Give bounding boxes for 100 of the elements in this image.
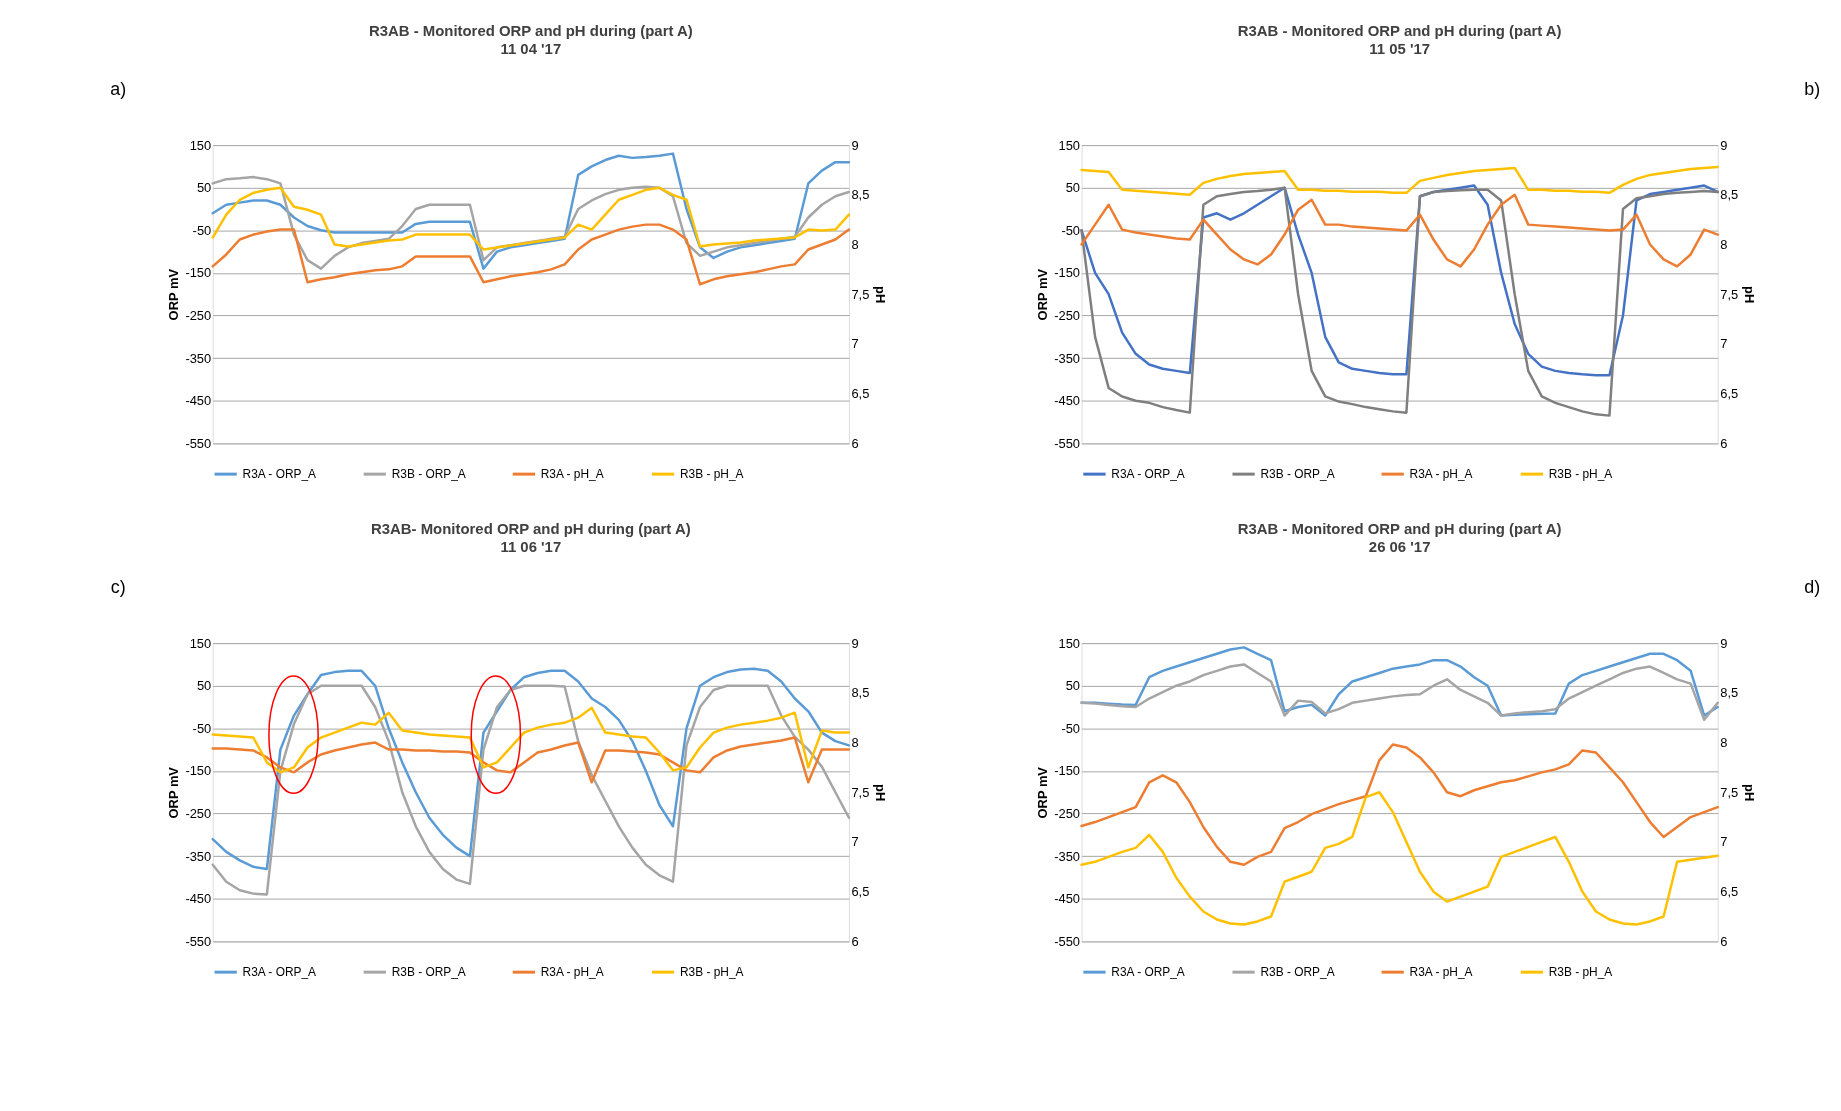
y-tick-label: -550 xyxy=(185,933,212,949)
y-tick-label: -250 xyxy=(1054,307,1081,323)
y-tick-label: -350 xyxy=(185,350,212,366)
y-axis-title: ORP mV xyxy=(166,766,182,819)
y-tick-label: -450 xyxy=(185,393,212,409)
y-axis-title: ORP mV xyxy=(166,268,182,321)
y-tick-label: 150 xyxy=(189,137,212,153)
y-tick-label: 150 xyxy=(1058,137,1081,153)
y2-tick-label: 7 xyxy=(851,336,859,352)
line-series xyxy=(1080,186,1719,417)
chart-title: R3AB - Monitored ORP and pH during (part A) xyxy=(1237,520,1562,537)
line-series xyxy=(211,152,851,270)
chart-title: R3AB- Monitored ORP and pH during (part A) xyxy=(371,520,691,537)
y-tick-label: -250 xyxy=(185,806,212,821)
y2-tick-label: 7 xyxy=(1720,336,1728,352)
legend-label: R3B - pH_A xyxy=(1548,467,1613,482)
legend-label: R3A - pH_A xyxy=(540,467,604,482)
y-tick-label: 50 xyxy=(1065,180,1081,196)
y2-tick-label: 8 xyxy=(1720,236,1728,252)
y2-tick-label: 8 xyxy=(851,735,859,750)
y2-tick-label: 8 xyxy=(851,236,859,252)
legend-label: R3B - ORP_A xyxy=(391,467,466,482)
legend-label: R3B - pH_A xyxy=(1548,965,1613,980)
y2-tick-label: 8 xyxy=(1720,735,1728,750)
legend-label: R3A - pH_A xyxy=(1409,467,1473,482)
y2-tick-label: 6,5 xyxy=(851,884,870,900)
y-tick-label: -350 xyxy=(185,848,212,864)
chart-title: R3AB - Monitored ORP and pH during (part A) xyxy=(1237,22,1562,39)
y-tick-label: -50 xyxy=(192,720,212,736)
y-tick-label: 150 xyxy=(189,635,212,651)
y-tick-label: -150 xyxy=(1054,763,1081,779)
y2-tick-label: 6 xyxy=(851,933,859,949)
y2-tick-label: 7,5 xyxy=(1720,286,1739,302)
y2-tick-label: 6,5 xyxy=(1720,386,1739,402)
y-tick-label: 50 xyxy=(196,678,212,694)
y-tick-label: -150 xyxy=(1054,265,1081,281)
y2-tick-label: 9 xyxy=(1720,137,1728,153)
y2-tick-label: 8,5 xyxy=(1720,685,1739,701)
chart-subtitle: 11 05 '17 xyxy=(1369,40,1431,57)
chart-title: R3AB - Monitored ORP and pH during (part A) xyxy=(368,22,693,39)
y2-tick-label: 7,5 xyxy=(851,286,870,302)
y-tick-label: -150 xyxy=(185,265,212,281)
y-tick-label: -550 xyxy=(1054,933,1081,949)
legend-label: R3B - ORP_A xyxy=(391,965,466,980)
y2-tick-label: 6,5 xyxy=(1720,884,1739,900)
y2-tick-label: 7 xyxy=(851,834,859,850)
line-series xyxy=(211,736,851,784)
line-series xyxy=(1080,184,1719,377)
y-tick-label: -350 xyxy=(1054,848,1081,864)
y2-tick-label: 6 xyxy=(1720,933,1728,949)
y-tick-label: -250 xyxy=(1054,806,1081,821)
y2-tick-label: 9 xyxy=(1720,635,1728,651)
line-series xyxy=(1080,743,1719,867)
legend-label: R3A - ORP_A xyxy=(242,467,317,482)
legend-label: R3A - pH_A xyxy=(540,965,604,980)
line-series xyxy=(211,175,851,270)
y2-axis-title: pH xyxy=(1742,286,1758,304)
y2-tick-label: 6 xyxy=(1720,435,1728,451)
line-series xyxy=(211,706,851,774)
legend-label: R3B - pH_A xyxy=(679,965,744,980)
y-tick-label: -450 xyxy=(1054,891,1081,907)
line-series xyxy=(211,684,851,896)
y2-tick-label: 6,5 xyxy=(851,386,870,402)
line-series xyxy=(1080,193,1719,268)
chart-subtitle: 11 04 '17 xyxy=(500,40,562,57)
text: c) xyxy=(110,577,126,598)
legend-label: R3A - ORP_A xyxy=(1111,965,1185,980)
legend-label: R3A - ORP_A xyxy=(1111,467,1185,482)
line-series xyxy=(211,186,851,251)
y2-tick-label: 9 xyxy=(851,635,859,651)
line-series xyxy=(1080,790,1719,926)
y-tick-label: -450 xyxy=(1054,393,1081,409)
chart-subtitle: 26 06 '17 xyxy=(1368,538,1431,555)
y2-tick-label: 6 xyxy=(851,435,859,451)
y2-tick-label: 8,5 xyxy=(1720,187,1739,203)
y2-tick-label: 8,5 xyxy=(851,685,870,701)
y-axis-title: ORP mV xyxy=(1035,268,1051,321)
y2-tick-label: 8,5 xyxy=(851,187,870,203)
text: d) xyxy=(1804,577,1821,598)
y-tick-label: -250 xyxy=(185,307,212,323)
y-tick-label: -550 xyxy=(185,435,212,451)
legend-label: R3A - ORP_A xyxy=(242,965,317,980)
y-tick-label: -550 xyxy=(1054,435,1081,451)
y2-axis-title: pH xyxy=(873,286,889,304)
y-tick-label: -150 xyxy=(185,763,212,779)
y-tick-label: -350 xyxy=(1054,350,1081,366)
y2-tick-label: 7 xyxy=(1720,834,1728,850)
y-tick-label: 50 xyxy=(196,180,212,196)
y-tick-label: -50 xyxy=(1061,720,1081,736)
legend-label: R3A - pH_A xyxy=(1409,965,1473,980)
chart-subtitle: 11 06 '17 xyxy=(500,538,562,555)
y-tick-label: -50 xyxy=(1061,222,1081,238)
y2-tick-label: 7,5 xyxy=(1720,784,1739,800)
y-tick-label: 150 xyxy=(1058,635,1081,651)
y-tick-label: -50 xyxy=(192,222,212,238)
y2-tick-label: 9 xyxy=(851,137,859,153)
y-axis-title: ORP mV xyxy=(1035,766,1051,819)
y2-axis-title: pH xyxy=(873,784,889,802)
y2-tick-label: 7,5 xyxy=(851,784,870,800)
y-tick-label: -450 xyxy=(185,891,212,907)
